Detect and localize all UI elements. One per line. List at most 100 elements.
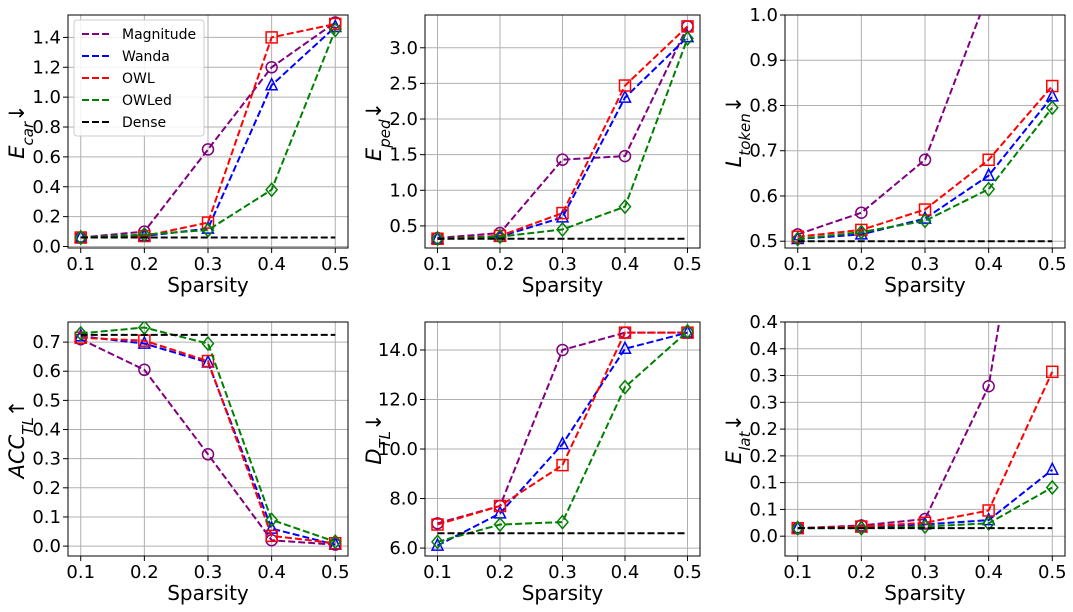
x-axis-label: Sparsity (522, 581, 604, 605)
subplot: 0.1 0.2 0.3 0.4 0.50.00.10.20.30.40.50.60.7S… (5, 321, 350, 605)
plot-area (74, 322, 342, 551)
marker (982, 515, 996, 531)
plot-area (74, 16, 342, 246)
y-label-arrow: ↑ (5, 400, 29, 418)
marker (1045, 100, 1059, 116)
marker (1045, 461, 1059, 476)
y-tick-label: 1.0 (389, 180, 418, 201)
marker (74, 325, 88, 342)
marker (555, 435, 570, 450)
marker (618, 89, 632, 103)
y-label-main: E (722, 450, 746, 464)
marker (138, 363, 151, 377)
x-tick-label: 0.3 (548, 562, 577, 583)
y-tick-label: 0.1 (749, 473, 778, 494)
x-tick-label: 0.2 (486, 254, 515, 275)
x-tick-label: 0.3 (911, 562, 940, 583)
x-tick-label: 0.4 (257, 254, 286, 275)
marker (328, 22, 342, 38)
y-tick-label: 0.5 (389, 216, 418, 237)
marker (1046, 79, 1059, 93)
marker (201, 216, 215, 229)
series-line (797, 15, 982, 236)
y-label-arrow: ↓ (722, 414, 746, 432)
y-tick-label: 0.4 (749, 339, 778, 360)
x-tick-label: 0.5 (321, 562, 350, 583)
x-tick-label: 0.3 (911, 254, 940, 275)
x-tick-label: 0.1 (66, 562, 95, 583)
y-tick-label: 0.7 (749, 141, 778, 162)
y-tick-label: 0.2 (749, 446, 778, 467)
marker (201, 222, 215, 238)
y-tick-label: 0.2 (32, 207, 61, 228)
x-tick-label: 0.3 (194, 562, 223, 583)
marker (1047, 0, 1058, 6)
x-tick-label: 0.1 (783, 254, 812, 275)
marker (918, 153, 932, 167)
x-tick-label: 0.1 (66, 254, 95, 275)
marker (493, 516, 507, 533)
plot-area (430, 323, 695, 551)
x-tick-label: 0.3 (548, 254, 577, 275)
marker (556, 221, 569, 238)
marker (982, 181, 996, 197)
y-tick-label: 0.3 (32, 449, 61, 470)
y-tick-label: 0.9 (749, 50, 778, 71)
y-tick-label: 0.4 (32, 420, 61, 441)
subplot: 0.1 0.2 0.3 0.4 0.5 0.0 0.2 0.4 0.6 0.8 1.0 1.2 1.4 S… (5, 14, 350, 297)
x-tick-label: 0.5 (321, 254, 350, 275)
marker (791, 520, 805, 536)
x-tick-label: 0.4 (611, 254, 640, 275)
marker (618, 149, 632, 163)
x-axis-label: Sparsity (884, 581, 966, 605)
marker (201, 143, 215, 156)
marker (201, 448, 215, 461)
y-label-sub: TL (19, 417, 37, 435)
series-line (797, 85, 1054, 238)
y-axis-label: ACCTL↑ (5, 400, 37, 481)
y-label-sub: token (736, 113, 754, 155)
marker (1045, 479, 1059, 496)
marker (618, 79, 632, 92)
y-axis-label: Eped↓ (362, 102, 394, 161)
axes-frame (784, 321, 1066, 557)
y-label-arrow: ↓ (362, 413, 386, 431)
legend-label: Wanda (122, 49, 170, 65)
legend-box (73, 19, 205, 137)
plot-area (430, 20, 695, 247)
legend-label: OWLed (122, 93, 172, 109)
marker (981, 167, 996, 181)
marker (431, 518, 444, 531)
y-tick-label: 2.5 (389, 73, 418, 94)
y-tick-label: 14.0 (378, 340, 418, 361)
y-label-sub: ped (376, 119, 394, 149)
marker (265, 529, 278, 543)
subplot: 0.1 0.2 0.3 0.4 0.5 6.0 8.0 10.0 12.0 14.0 Sparsit… (362, 321, 702, 605)
marker (918, 213, 932, 229)
y-tick-label: 12.0 (378, 390, 418, 411)
axes-frame (67, 321, 349, 557)
y-tick-label: 6.0 (389, 538, 418, 559)
series-line (797, 371, 1054, 530)
marker (855, 206, 868, 219)
axes-frame (784, 14, 1066, 249)
marker (74, 229, 88, 246)
marker (918, 518, 932, 535)
series-line (437, 25, 689, 240)
x-tick-label: 0.2 (847, 562, 876, 583)
x-axis-label: Sparsity (167, 581, 249, 605)
x-tick-label: 0.2 (130, 254, 159, 275)
marker (681, 323, 694, 340)
y-tick-label: 0.3 (749, 366, 778, 387)
y-label-main: L (722, 156, 746, 168)
y-tick-label: 0.2 (32, 478, 61, 499)
marker (493, 499, 507, 513)
x-axis-label: Sparsity (522, 273, 604, 297)
y-axis-label: Elat↓ (722, 414, 754, 464)
marker (618, 379, 632, 395)
x-tick-label: 0.5 (673, 254, 702, 275)
x-axis-label: Sparsity (884, 273, 966, 297)
y-tick-label: 0.0 (32, 536, 61, 557)
series-line (437, 38, 689, 240)
marker (618, 199, 632, 215)
